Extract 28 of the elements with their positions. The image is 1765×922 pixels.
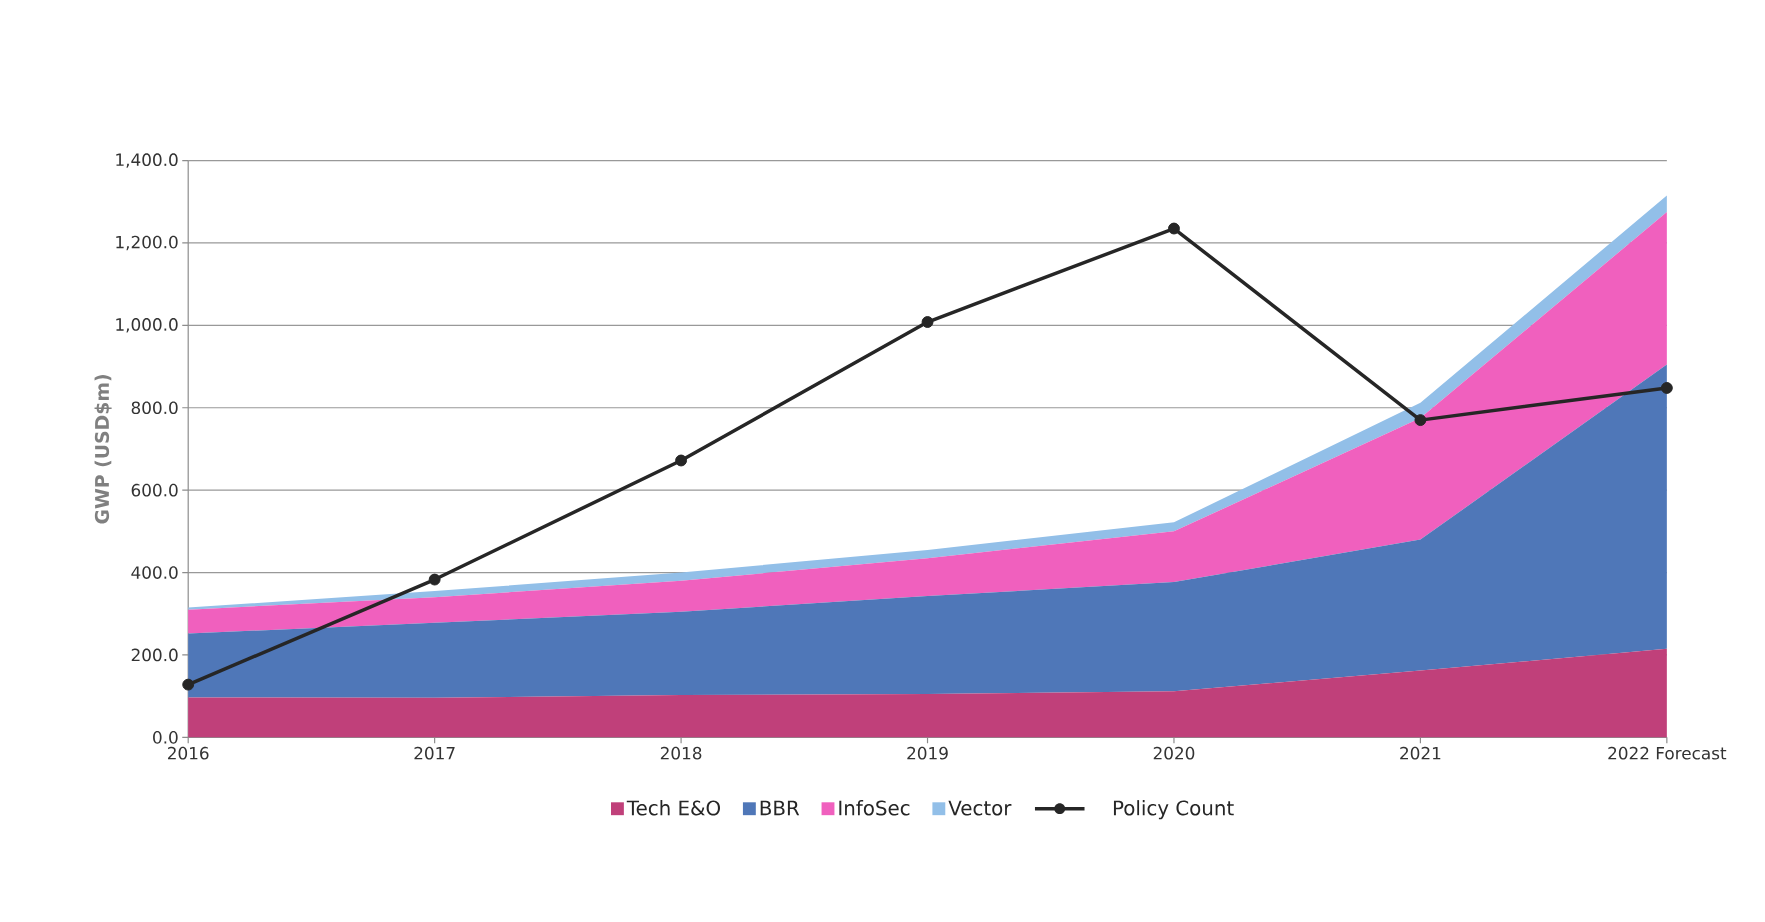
legend-label: BBR <box>760 800 800 816</box>
x-tick-label: 2016 <box>167 746 209 760</box>
point <box>921 316 934 329</box>
x-tick-label: 2017 <box>414 746 455 760</box>
x-tick-label: 2019 <box>907 746 948 760</box>
y-tick-label: 1,000.0 <box>116 318 178 333</box>
x-tick-label: 2022 Forecast <box>1608 746 1727 760</box>
y-tick-label: 1,400.0 <box>116 153 178 168</box>
y-tick-label: 400.0 <box>131 566 178 580</box>
legend-label: InfoSec <box>839 800 910 816</box>
legend-label: Vector <box>948 800 1012 816</box>
x-tick-label: 2020 <box>1153 746 1195 760</box>
legend-label: Policy Count <box>1113 800 1234 820</box>
point <box>1414 414 1427 427</box>
legend-label: Tech E&O <box>626 800 720 816</box>
point <box>182 678 195 691</box>
point <box>675 454 688 467</box>
point <box>428 573 441 586</box>
point <box>1168 222 1180 235</box>
y-tick-label: 800.0 <box>131 401 178 415</box>
y-tick-label: 200.0 <box>131 648 178 662</box>
x-tick-label: 2021 <box>1400 746 1441 760</box>
point <box>1660 382 1673 395</box>
y-tick-label: 0.0 <box>153 731 178 744</box>
y-tick-label: 600.0 <box>131 483 178 497</box>
y-tick-label: 1,200.0 <box>116 235 178 251</box>
y-axis-title: GWP (USD$m) <box>94 375 112 524</box>
x-tick-label: 2018 <box>660 746 702 760</box>
